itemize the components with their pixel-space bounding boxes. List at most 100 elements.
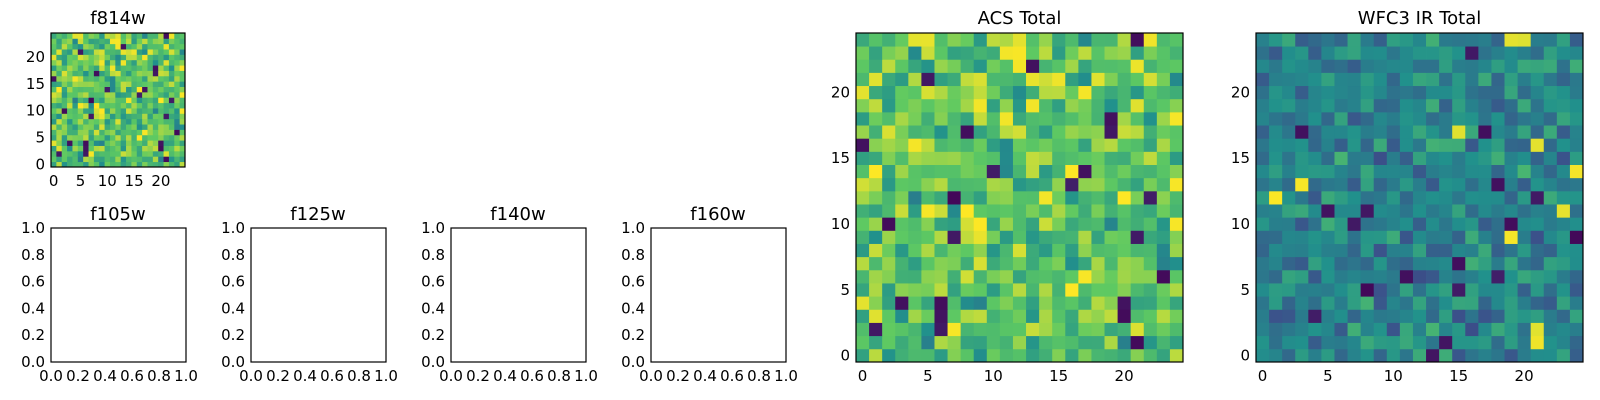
heatmap-cell <box>1321 151 1335 165</box>
heatmap-cell <box>174 145 181 152</box>
heatmap-cell <box>158 102 164 109</box>
heatmap-cell <box>1478 85 1492 100</box>
heatmap-cell <box>1465 59 1479 73</box>
heatmap-cell <box>1334 283 1348 297</box>
heatmap-cell <box>1039 59 1053 73</box>
heatmap-cell <box>109 91 116 98</box>
heatmap-cell <box>1334 296 1348 310</box>
heatmap-cell <box>1256 164 1270 179</box>
heatmap-cell <box>56 75 63 82</box>
heatmap-cell <box>88 91 95 98</box>
heatmap-cell <box>131 140 138 146</box>
heatmap-cell <box>1308 85 1322 100</box>
heatmap-cell <box>1439 98 1453 113</box>
heatmap-cell <box>1491 177 1505 192</box>
heatmap-cell <box>856 85 870 100</box>
heatmap-cell <box>1130 138 1145 152</box>
heatmap-cell <box>947 190 962 205</box>
heatmap-cell <box>1556 283 1571 297</box>
heatmap-cell <box>1321 309 1335 323</box>
heatmap-cell <box>99 59 105 66</box>
heatmap-cell <box>908 125 922 139</box>
heatmap-cell <box>115 81 122 87</box>
heatmap-cell <box>104 102 111 109</box>
heatmap-cell <box>88 156 95 163</box>
heatmap-cell <box>1169 59 1184 73</box>
heatmap-cell <box>1452 164 1466 179</box>
heatmap-cell <box>1478 296 1492 310</box>
heatmap-cell <box>1543 59 1558 73</box>
heatmap-cell <box>1491 125 1505 139</box>
heatmap-cell <box>1065 230 1079 244</box>
heatmap-cell <box>921 335 935 350</box>
heatmap-cell <box>960 204 975 218</box>
heatmap-cell <box>1295 72 1309 87</box>
heatmap-cell <box>1347 177 1362 192</box>
heatmap-cell <box>1065 151 1079 165</box>
heatmap-cell <box>1091 151 1105 165</box>
heatmap-cell <box>120 33 127 39</box>
heatmap-cell <box>1104 217 1118 231</box>
heatmap-cell <box>158 70 164 77</box>
heatmap-cell <box>163 97 170 104</box>
heatmap-cell <box>1143 111 1158 126</box>
heatmap-cell <box>1452 296 1466 310</box>
heatmap-cell <box>104 161 111 168</box>
heatmap-cell <box>1256 269 1270 284</box>
heatmap-cell <box>1256 85 1270 100</box>
heatmap-cell <box>77 145 84 152</box>
heatmap-cell <box>1012 269 1027 284</box>
x-tick-label: 0.2 <box>66 367 90 385</box>
heatmap-cell <box>1412 296 1427 310</box>
heatmap-cell <box>999 151 1014 165</box>
heatmap-cell <box>1012 33 1027 47</box>
heatmap-cell <box>1504 322 1518 337</box>
heatmap-cell <box>1491 85 1505 100</box>
heatmap-cell <box>1399 217 1414 231</box>
heatmap-cell <box>1269 269 1283 284</box>
heatmap-cell <box>1412 335 1427 350</box>
heatmap-cell <box>99 156 105 163</box>
heatmap-cell <box>1465 98 1479 113</box>
heatmap-cell <box>1078 269 1092 284</box>
heatmap-cell <box>1104 309 1118 323</box>
heatmap-cell <box>104 81 111 87</box>
heatmap-cell <box>1143 125 1158 139</box>
heatmap-cell <box>973 46 988 60</box>
heatmap-cell <box>126 102 132 109</box>
heatmap-cell <box>960 296 975 310</box>
heatmap-cell <box>1091 59 1105 73</box>
heatmap-cell <box>1156 322 1171 337</box>
heatmap-cell <box>1156 46 1171 60</box>
heatmap-cell <box>1334 46 1348 60</box>
heatmap-cell <box>163 86 170 93</box>
heatmap-cell <box>163 75 170 82</box>
heatmap-cell <box>1156 151 1171 165</box>
heatmap-cell <box>999 204 1014 218</box>
heatmap-cell <box>1399 322 1414 337</box>
heatmap-cell <box>1295 269 1309 284</box>
heatmap-cell <box>1478 243 1492 258</box>
heatmap-cell <box>1117 164 1132 179</box>
heatmap-cell <box>168 91 175 98</box>
heatmap-cell <box>61 33 68 39</box>
heatmap-cell <box>1295 243 1309 258</box>
heatmap-cell <box>163 38 170 45</box>
heatmap-cell <box>1052 138 1066 152</box>
heatmap-cell <box>1530 269 1545 284</box>
heatmap-cell <box>88 102 95 109</box>
x-tick-label: 0.8 <box>147 367 171 385</box>
heatmap-cell <box>856 283 870 297</box>
heatmap-cell <box>152 38 159 45</box>
heatmap-cell <box>1039 309 1053 323</box>
heatmap-cell <box>1156 204 1171 218</box>
heatmap-cell <box>120 102 127 109</box>
heatmap-cell <box>999 125 1014 139</box>
heatmap-cell <box>1282 111 1296 126</box>
heatmap-cell <box>1256 335 1270 350</box>
heatmap-cell <box>1091 283 1105 297</box>
heatmap-cell <box>147 102 154 109</box>
heatmap-cell <box>1256 151 1270 165</box>
heatmap-cell <box>51 124 57 130</box>
heatmap-cell <box>174 86 181 93</box>
